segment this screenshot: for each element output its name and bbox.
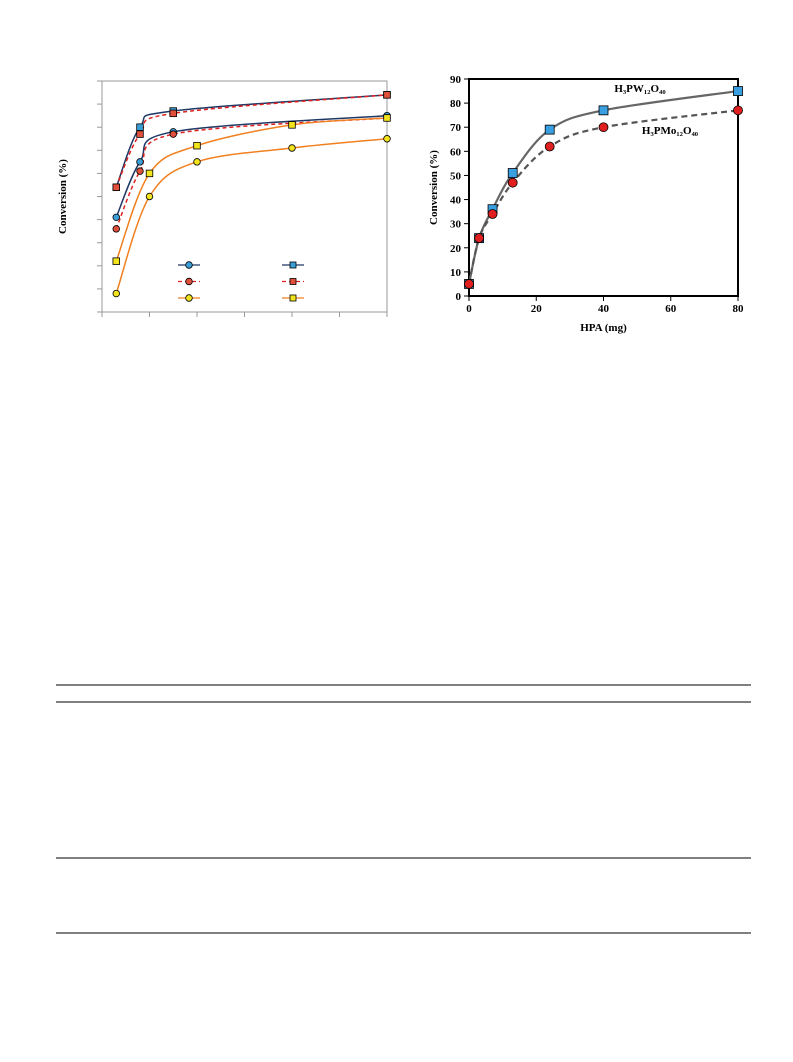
x-tick-label: 60 [665, 303, 677, 315]
x-axis-label: HPA (mg) [580, 322, 627, 334]
data-point [507, 168, 518, 178]
data-point [112, 183, 120, 191]
data-point [112, 257, 120, 265]
data-point [145, 169, 154, 178]
data-point [544, 124, 555, 135]
y-tick-label: 30 [450, 219, 462, 231]
legend-marker [289, 294, 297, 302]
data-point [136, 167, 144, 175]
data-point [507, 177, 518, 188]
x-tick-label: 40 [598, 303, 610, 315]
y-tick-label: 20 [450, 243, 462, 255]
data-point [169, 109, 177, 118]
legend-marker [185, 261, 193, 269]
data-point [136, 130, 144, 138]
y-axis-label: Conversion (%) [428, 150, 440, 225]
series-label: H₃PMo₁₂O₄₀ [642, 125, 699, 137]
data-point [288, 144, 296, 152]
data-point [544, 141, 555, 152]
y-tick-label: 60 [450, 146, 462, 158]
data-point [145, 192, 154, 201]
legend-marker [185, 294, 193, 302]
legend-marker [289, 261, 297, 269]
y-tick-label: 80 [450, 98, 462, 110]
y-tick-label: 40 [450, 195, 462, 207]
data-point [193, 158, 201, 166]
x-tick-label: 0 [466, 303, 472, 315]
y-tick-label: 10 [450, 267, 462, 279]
series-line [115, 138, 388, 294]
y-tick-label: 50 [450, 170, 462, 182]
series-line [115, 94, 388, 188]
series-line [467, 109, 739, 285]
series-line [467, 89, 739, 285]
data-point [598, 105, 609, 116]
data-point [474, 233, 484, 244]
data-point [112, 213, 120, 221]
x-tick-label: 80 [733, 303, 745, 315]
series-line [115, 117, 388, 230]
y-tick-label: 0 [456, 291, 462, 303]
y-tick-label: 70 [450, 122, 462, 134]
x-tick-label: 20 [531, 303, 543, 315]
data-point [383, 135, 391, 143]
data-point [383, 114, 391, 122]
series-line [115, 94, 388, 188]
data-point [733, 86, 743, 96]
y-axis-label: Conversion (%) [57, 159, 69, 234]
data-point [193, 141, 201, 150]
data-point [136, 123, 144, 131]
y-tick-label: 90 [450, 74, 462, 86]
data-point [112, 289, 120, 298]
legend-marker [185, 277, 193, 286]
data-point [383, 91, 391, 99]
data-point [169, 130, 177, 138]
data-point [112, 225, 120, 233]
legend-marker [289, 278, 297, 285]
data-point [288, 121, 296, 129]
data-point [487, 209, 498, 219]
data-point [136, 158, 144, 166]
data-point [464, 279, 474, 289]
data-point [733, 105, 743, 116]
data-point [598, 122, 609, 133]
series-label: H₃PW₁₂O₄₀ [614, 83, 666, 95]
series-line [115, 114, 388, 218]
